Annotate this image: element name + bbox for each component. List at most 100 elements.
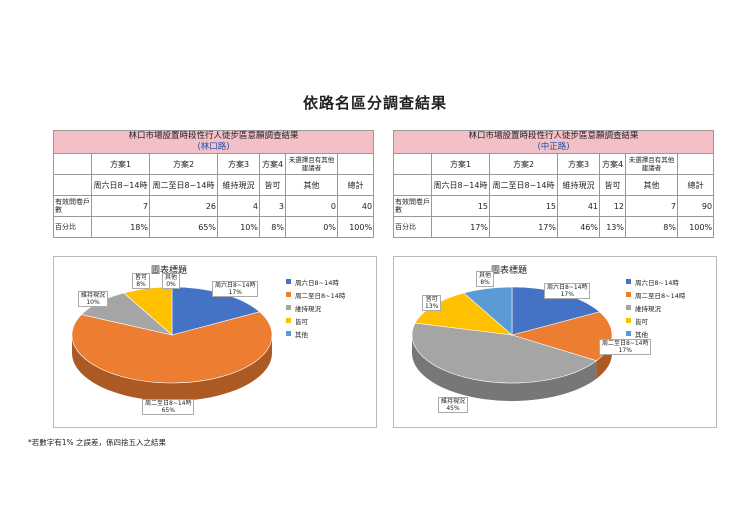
count-cell: 90 <box>676 195 715 217</box>
pie-slice-side <box>596 335 612 379</box>
road-name: (中正路) <box>537 142 570 152</box>
pie-data-label: 其他 0% <box>162 273 181 289</box>
legend-item: 皆可 <box>626 314 685 327</box>
count-cell: 4 <box>217 195 260 217</box>
plan-desc: 維持現況 <box>557 174 600 196</box>
count-cell: 7 <box>91 195 150 217</box>
plan-label: 方案2 <box>149 153 218 175</box>
legend-label: 周六日8~14時 <box>295 278 339 287</box>
plan-desc: 其他 <box>285 174 338 196</box>
count-row: 有效問卷戶數 15 15 41 12 7 90 <box>393 195 715 217</box>
pie-data-label: 其他 8% <box>476 271 495 287</box>
pie-data-label: 周六日8~14時 17% <box>544 283 591 299</box>
plan-label: 方案3 <box>557 153 600 175</box>
pie-data-label: 維持現況 45% <box>438 397 469 413</box>
legend-item: 維持現況 <box>626 301 685 314</box>
plan-desc: 周二至日8~14時 <box>149 174 218 196</box>
row-label: 有效問卷戶數 <box>393 195 432 217</box>
legend-swatch <box>626 318 631 323</box>
row-label: 有效問卷戶數 <box>53 195 92 217</box>
percent-cell: 10% <box>217 216 260 238</box>
table-header: 林口市場設置時段性行人徒步區意願調查結果 (林口路) <box>52 130 375 154</box>
plan-label: 方案4 <box>599 153 626 175</box>
count-cell: 26 <box>149 195 218 217</box>
count-cell: 0 <box>285 195 338 217</box>
pie-chart-zhongzheng: 圖表標題 周六日8~14時 周二至日8~14時 維持現況 皆可 其他 周六日8~14時 1… <box>393 256 717 428</box>
pie-data-label: 周六日8~14時 17% <box>212 281 259 297</box>
legend-item: 皆可 <box>286 314 345 327</box>
plan-desc: 其他 <box>625 174 678 196</box>
pie-svg <box>71 286 273 401</box>
plan-label: 方案1 <box>431 153 490 175</box>
plan-label: 方案4 <box>259 153 286 175</box>
percent-row: 百分比 18% 65% 10% 8% 0% 100% <box>53 216 375 238</box>
percent-cell: 100% <box>336 216 375 238</box>
legend-swatch <box>626 292 631 297</box>
legend-swatch <box>626 331 631 336</box>
percent-cell: 0% <box>285 216 338 238</box>
plan-desc: 總計 <box>676 174 715 196</box>
legend-label: 皆可 <box>295 317 308 326</box>
plan-row: 方案1 方案2 方案3 方案4 未選擇且有其他建議者 <box>393 153 715 175</box>
page-title: 依路名區分調查結果 <box>302 94 447 112</box>
percent-cell: 17% <box>431 216 490 238</box>
count-cell: 3 <box>259 195 286 217</box>
plan-label: 未選擇且有其他建議者 <box>625 153 678 175</box>
plan-label: 方案3 <box>217 153 260 175</box>
table-header: 林口市場設置時段性行人徒步區意願調查結果 (中正路) <box>392 130 715 154</box>
legend-label: 周二至日8~14時 <box>635 291 686 300</box>
legend-item: 維持現況 <box>286 301 345 314</box>
plan-desc: 周六日8~14時 <box>91 174 150 196</box>
pie-data-label: 皆可 13% <box>422 295 442 311</box>
table-title: 林口市場設置時段性行人徒步區意願調查結果 <box>468 131 639 142</box>
percent-cell: 46% <box>557 216 600 238</box>
plan-desc: 皆可 <box>259 174 286 196</box>
legend-item: 其他 <box>286 327 345 340</box>
legend-label: 維持現況 <box>295 304 321 313</box>
survey-table: 林口市場設置時段性行人徒步區意願調查結果 (林口路) 方案1 方案2 方案3 方案… <box>52 130 375 238</box>
plan-label: 方案2 <box>489 153 558 175</box>
percent-row: 百分比 17% 17% 46% 13% 8% 100% <box>393 216 715 238</box>
percent-cell: 17% <box>489 216 558 238</box>
plan-desc: 周六日8~14時 <box>431 174 490 196</box>
pie-slice <box>411 322 598 384</box>
legend-item: 其他 <box>626 327 685 340</box>
legend-item: 周六日8~14時 <box>286 275 345 288</box>
percent-cell: 100% <box>676 216 715 238</box>
count-row: 有效問卷戶數 7 26 4 3 0 40 <box>53 195 375 217</box>
legend-label: 維持現況 <box>635 304 661 313</box>
plan-label: 方案1 <box>91 153 150 175</box>
pie-svg <box>411 286 613 401</box>
percent-cell: 18% <box>91 216 150 238</box>
row-label: 百分比 <box>393 216 432 238</box>
footnote: *若數字有1% 之誤差，係四捨五入之結果 <box>28 438 167 447</box>
legend-swatch <box>626 279 631 284</box>
road-name: (林口路) <box>197 142 230 152</box>
legend-swatch <box>286 279 291 284</box>
chart-legend: 周六日8~14時 周二至日8~14時 維持現況 皆可其他 <box>626 275 685 340</box>
legend-label: 周六日8~14時 <box>635 278 679 287</box>
pie-slice-side <box>412 335 597 401</box>
legend-label: 其他 <box>635 330 648 339</box>
legend-item: 周二至日8~14時 <box>286 288 345 301</box>
linkou-road-panel: 林口市場設置時段性行人徒步區意願調查結果 (林口路) 方案1 方案2 方案3 方案… <box>52 130 375 238</box>
plan-desc-row: 周六日8~14時 周二至日8~14時 維持現況 皆可 其他 總計 <box>393 174 715 196</box>
legend-swatch <box>286 331 291 336</box>
zhongzheng-road-panel: 林口市場設置時段性行人徒步區意願調查結果 (中正路) 方案1 方案2 方案3 方案… <box>392 130 715 238</box>
legend-swatch <box>286 305 291 310</box>
count-cell: 40 <box>336 195 375 217</box>
pie-data-label: 皆可 8% <box>132 273 151 289</box>
legend-swatch <box>286 292 291 297</box>
count-cell: 41 <box>557 195 600 217</box>
pie-data-label: 維持現況 10% <box>78 291 109 307</box>
count-cell: 15 <box>431 195 490 217</box>
percent-cell: 65% <box>149 216 218 238</box>
plan-desc: 總計 <box>336 174 375 196</box>
count-cell: 15 <box>489 195 558 217</box>
percent-cell: 8% <box>259 216 286 238</box>
plan-label: 未選擇且有其他建議者 <box>285 153 338 175</box>
legend-label: 周二至日8~14時 <box>295 291 346 300</box>
pie-slice <box>463 286 513 336</box>
pie-data-label: 周二至日8~14時 17% <box>599 339 652 355</box>
row-label: 百分比 <box>53 216 92 238</box>
